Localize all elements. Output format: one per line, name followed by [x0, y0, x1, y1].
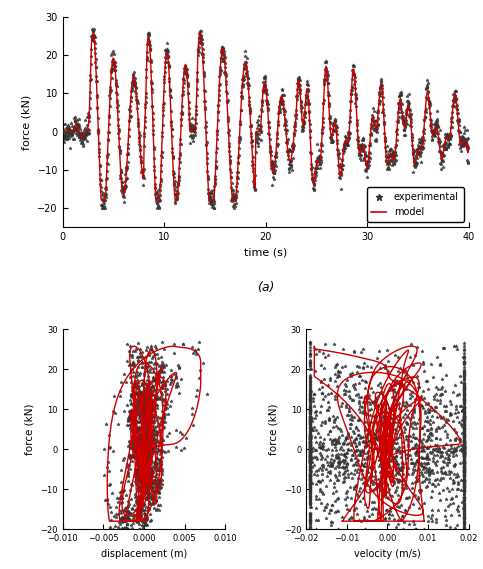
Y-axis label: force (kN): force (kN) [22, 94, 32, 150]
X-axis label: velocity (m/s): velocity (m/s) [354, 549, 421, 559]
X-axis label: time (s): time (s) [244, 248, 287, 257]
Legend: experimental, model: experimental, model [367, 187, 464, 222]
Y-axis label: force (kN): force (kN) [25, 403, 35, 455]
Y-axis label: force (kN): force (kN) [268, 403, 278, 455]
X-axis label: displacement (m): displacement (m) [101, 549, 187, 559]
Text: (a): (a) [257, 282, 274, 295]
